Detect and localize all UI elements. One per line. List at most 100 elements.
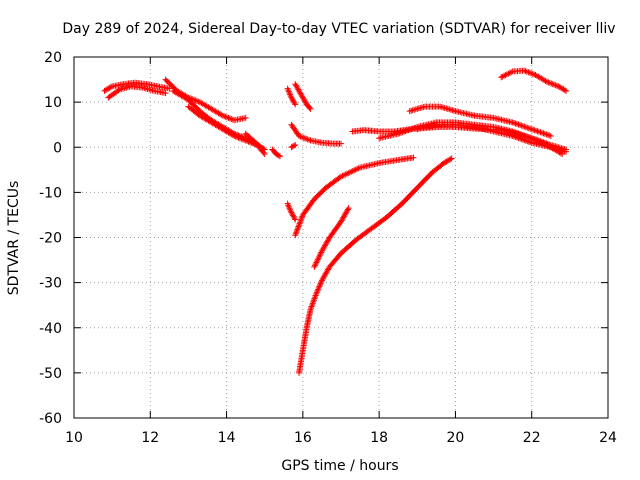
y-tick-label: 10 bbox=[44, 95, 62, 111]
series-arc-segment bbox=[319, 265, 332, 282]
series-arc-segment bbox=[351, 127, 366, 135]
series-arc-18 bbox=[406, 103, 554, 139]
series-arc-20 bbox=[498, 67, 570, 94]
data-point bbox=[509, 132, 516, 139]
series-arc-segment bbox=[377, 131, 400, 141]
data-point bbox=[410, 154, 417, 161]
data-point bbox=[509, 119, 516, 126]
series-arc-segment bbox=[232, 133, 248, 143]
series-arc-segment bbox=[511, 120, 534, 132]
series-arc-segment bbox=[186, 98, 202, 113]
series-arc-segment bbox=[198, 100, 213, 111]
x-axis-label: GPS time / hours bbox=[281, 458, 398, 474]
series-arc-segment bbox=[522, 68, 538, 78]
data-point bbox=[296, 132, 303, 139]
series-arc-segment bbox=[339, 165, 362, 179]
series-arc-segment bbox=[289, 142, 297, 150]
series-arc-1 bbox=[101, 79, 173, 94]
series-arc-segment bbox=[274, 151, 282, 159]
data-point bbox=[448, 155, 455, 162]
series-arc-segment bbox=[454, 108, 476, 119]
axis-ticks bbox=[73, 56, 609, 419]
data-point bbox=[543, 78, 550, 85]
data-point bbox=[338, 140, 344, 147]
series-arc-segment bbox=[285, 87, 294, 100]
x-tick-label: 12 bbox=[141, 430, 159, 446]
series-arc-segment bbox=[289, 211, 298, 222]
series-arc-segment bbox=[312, 186, 328, 201]
data-point bbox=[288, 209, 295, 216]
series-arc-segment bbox=[319, 235, 332, 253]
y-tick-label: 20 bbox=[44, 50, 62, 66]
series-arc-segment bbox=[327, 251, 343, 269]
series-arc-segment bbox=[415, 170, 435, 190]
x-tick-label: 14 bbox=[218, 430, 236, 446]
series-arc-8 bbox=[284, 85, 299, 108]
series-arc-segment bbox=[209, 120, 225, 132]
series-arc-segment bbox=[338, 206, 351, 224]
y-tick-label: -10 bbox=[39, 185, 62, 201]
series-arc-segment bbox=[354, 226, 374, 242]
series-arc-segment bbox=[358, 160, 381, 171]
series-arc-14 bbox=[296, 155, 455, 376]
series-arc-11 bbox=[288, 141, 299, 151]
series-arc-segment bbox=[377, 157, 400, 166]
series-arc-segment bbox=[292, 213, 306, 237]
data-point bbox=[292, 232, 299, 239]
data-point bbox=[219, 112, 226, 119]
y-tick-label: -60 bbox=[39, 411, 62, 427]
series-arc-segment bbox=[297, 133, 313, 143]
x-tick-label: 24 bbox=[599, 430, 617, 446]
series-arc-segment bbox=[198, 113, 213, 125]
series-arc-segment bbox=[492, 128, 515, 139]
series-arc-segment bbox=[251, 138, 263, 150]
series-arc-15 bbox=[311, 205, 352, 270]
series-arc-segment bbox=[438, 104, 457, 114]
series-arc-segment bbox=[545, 79, 560, 89]
series-arc-segment bbox=[304, 102, 313, 111]
data-point bbox=[292, 141, 299, 148]
series-arc-segment bbox=[293, 82, 302, 93]
series-arc-segment bbox=[415, 122, 438, 132]
series-arc-segment bbox=[384, 201, 404, 220]
series-arc-segment bbox=[530, 140, 553, 150]
data-point bbox=[292, 216, 299, 223]
series-arc-segment bbox=[327, 220, 343, 240]
x-tick-label: 18 bbox=[370, 430, 388, 446]
series-arc-segment bbox=[324, 174, 343, 190]
y-tick-label: -40 bbox=[39, 321, 62, 337]
series-arc-segment bbox=[186, 104, 202, 118]
y-tick-labels: 20 10 0 -10 -20 -30 -40 -50 -60 bbox=[39, 50, 62, 427]
data-point bbox=[261, 151, 268, 158]
data-point bbox=[273, 151, 280, 158]
series-arc-segment bbox=[221, 127, 236, 139]
series-arc-segment bbox=[362, 127, 381, 135]
data-point bbox=[521, 67, 528, 74]
x-tick-label: 20 bbox=[447, 430, 465, 446]
series-arc-segment bbox=[309, 137, 324, 146]
series-arc-segment bbox=[473, 124, 495, 135]
series-arc-segment bbox=[243, 131, 255, 143]
series-arc-segment bbox=[396, 154, 415, 163]
series-arc-segment bbox=[209, 106, 225, 118]
series-arc-7 bbox=[269, 146, 283, 160]
x-tick-label: 16 bbox=[294, 430, 312, 446]
y-tick-label: -30 bbox=[39, 276, 62, 292]
series-arc-segment bbox=[369, 215, 389, 231]
data-point bbox=[563, 148, 570, 155]
grid-lines bbox=[74, 57, 608, 418]
data-point bbox=[563, 87, 570, 94]
series-arc-segment bbox=[270, 147, 279, 156]
series-arc-segment bbox=[454, 121, 476, 130]
y-tick-label: -50 bbox=[39, 366, 62, 382]
series-arc-segment bbox=[430, 161, 446, 175]
series-arc-segment bbox=[296, 89, 306, 100]
data-point bbox=[242, 114, 249, 121]
series-arc-segment bbox=[289, 122, 302, 138]
x-tick-label: 22 bbox=[523, 430, 541, 446]
data-point bbox=[345, 205, 352, 212]
series-arc-13 bbox=[292, 154, 417, 239]
series-arc-segment bbox=[106, 87, 122, 100]
data-point bbox=[292, 101, 299, 108]
data-point bbox=[242, 137, 249, 144]
